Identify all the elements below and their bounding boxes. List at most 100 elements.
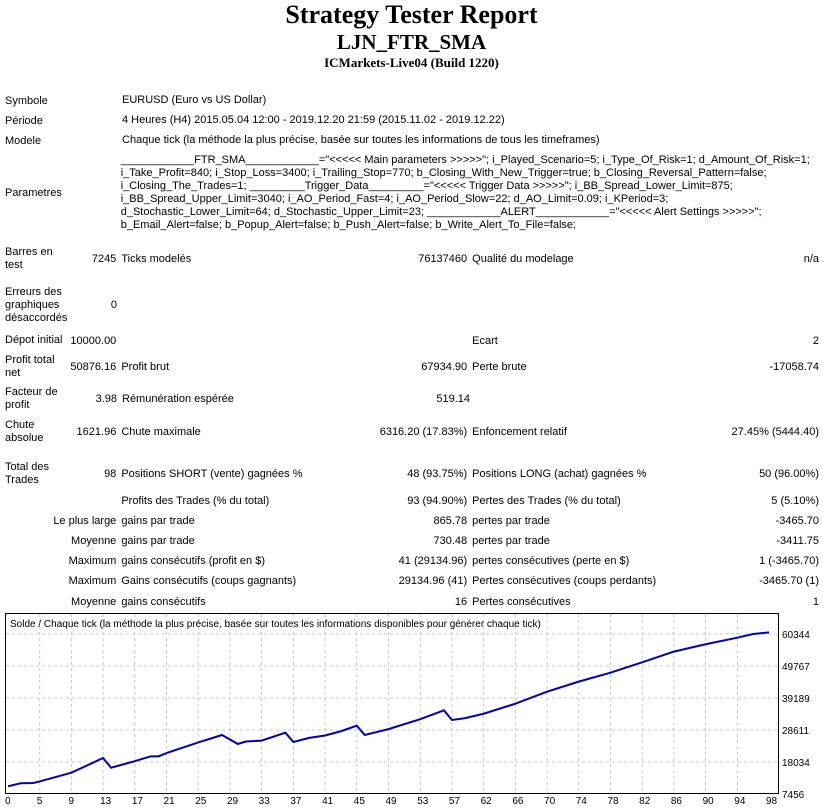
spread-value: 2 (812, 334, 819, 347)
x-tick-label: 86 (671, 796, 683, 807)
x-tick-label: 37 (290, 796, 302, 807)
x-tick-label: 78 (607, 796, 619, 807)
max-consecutive-row: Maximum gains consécutifs (profit en $) 4… (5, 554, 819, 567)
average-row: Moyenne gains par trade 730.48 pertes par… (5, 534, 819, 547)
payoff-value: 519.14 (436, 393, 470, 405)
y-tick-label: 7456 (782, 790, 805, 801)
ticks-label: Ticks modelés (121, 253, 192, 265)
loss-trades-value: 5 (5.10%) (771, 494, 819, 507)
largest-loss-label: pertes par trade (472, 514, 550, 527)
x-tick-label: 17 (132, 796, 144, 807)
period-label: Période (5, 114, 43, 127)
chart-frame (5, 613, 779, 794)
max-dd-label: Chute maximale (121, 426, 201, 438)
max-cons-losses-label: pertes consécutives (perte en $) (472, 554, 630, 567)
avg-loss-label: pertes par trade (472, 534, 550, 547)
x-tick-label: 62 (481, 796, 493, 807)
max-cons-profit-value: 29134.96 (41) (398, 574, 468, 587)
profit-factor-value: 3.98 (95, 393, 117, 405)
x-tick-label: 90 (703, 796, 715, 807)
avg-cons-losses-value: 1 (812, 595, 819, 608)
model-value: Chaque tick (la méthode la plus précise,… (122, 134, 600, 146)
net-profit-label: Profit total net (5, 354, 55, 379)
max-cons-loss-label: Pertes consécutives (coups perdants) (472, 574, 657, 587)
bars-label: Barres en test (5, 246, 53, 271)
loss-trades-label: Pertes des Trades (% du total) (472, 494, 621, 507)
server-name: ICMarkets-Live04 (Build 1220) (324, 55, 499, 70)
x-tick-label: 70 (544, 796, 556, 807)
x-tick-label: 0 (5, 796, 11, 807)
quality-label: Qualité du modelage (472, 253, 574, 265)
x-tick-label: 74 (576, 796, 588, 807)
largest-loss-value: -3465.70 (775, 514, 819, 527)
max-cons-profit-label: Gains consécutifs (coups gagnants) (121, 574, 297, 587)
errors-row: Erreurs des graphiques désaccordés 0 (5, 279, 819, 331)
win-trades-value: 93 (94.90%) (407, 494, 468, 507)
avg-cons-wins-value: 16 (454, 595, 468, 608)
x-tick-label: 21 (164, 796, 176, 807)
max-cons-loss-value: -3465.70 (1) (759, 574, 819, 587)
report-title: Strategy Tester Report (285, 0, 538, 29)
win-loss-row: Profits des Trades (% du total) 93 (94.90… (5, 494, 819, 507)
x-tick-label: 94 (734, 796, 746, 807)
total-trades-value: 98 (104, 468, 117, 480)
symbol-value: EURUSD (Euro vs US Dollar) (122, 94, 267, 106)
largest-win-value: 865.78 (433, 514, 468, 527)
balance-chart: Solde / Chaque tick (la méthode la plus … (5, 613, 810, 807)
long-label: Positions LONG (achat) gagnées % (472, 468, 647, 480)
y-tick-label: 39189 (782, 694, 810, 705)
rel-dd-label: Enfoncement relatif (472, 426, 567, 438)
errors-value: 0 (110, 299, 117, 311)
bars-row: Barres en test 7245 Ticks modelés 76137460… (5, 246, 819, 272)
x-tick-label: 9 (68, 796, 74, 807)
profit-factor-row: Facteur de profit 3.98 Rémunération espér… (5, 386, 819, 412)
gross-profit-label: Profit brut (121, 361, 169, 373)
largest-row: Le plus large gains par trade 865.78 pert… (5, 514, 819, 527)
params-row: Parametres ____________FTR_SMA__________… (5, 153, 819, 233)
drawdown-row: Chute absolue 1621.96 Chute maximale 6316.… (5, 419, 819, 445)
quality-value: n/a (803, 253, 819, 265)
short-label: Positions SHORT (vente) gagnées % (121, 468, 303, 480)
avg-win-label: gains par trade (121, 534, 195, 547)
long-value: 50 (96.00%) (759, 468, 819, 480)
x-tick-label: 13 (100, 796, 112, 807)
y-tick-label: 60344 (782, 630, 810, 641)
average-label: Moyenne (71, 534, 117, 547)
x-tick-label: 41 (322, 796, 334, 807)
average-label-2: Moyenne (71, 595, 117, 608)
x-tick-label: 66 (512, 796, 524, 807)
max-cons-losses-value: 1 (-3465.70) (759, 554, 819, 567)
period-value: 4 Heures (H4) 2015.05.04 12:00 - 2019.12… (122, 114, 505, 126)
balance-line (7, 631, 770, 788)
avg-cons-losses-label: Pertes consécutives (472, 595, 571, 608)
x-tick-label: 25 (195, 796, 207, 807)
period-row: Période 4 Heures (H4) 2015.05.04 12:00 -… (5, 114, 819, 127)
net-profit-row: Profit total net 50876.16 Profit brut 6793… (5, 354, 819, 380)
win-trades-label: Profits des Trades (% du total) (121, 494, 270, 507)
y-tick-label: 49767 (782, 662, 810, 673)
y-tick-label: 28611 (782, 726, 810, 737)
x-tick-label: 57 (449, 796, 461, 807)
net-profit-value: 50876.16 (70, 361, 117, 373)
model-label: Modele (5, 134, 42, 147)
avg-loss-value: -3411.75 (776, 534, 819, 547)
errors-label: Erreurs des graphiques désaccordés (5, 285, 68, 324)
spread-label: Ecart (472, 334, 498, 347)
params-label: Parametres (5, 187, 62, 199)
ea-name: LJN_FTR_SMA (336, 30, 487, 54)
max-dd-value: 6316.20 (17.83%) (379, 426, 468, 438)
x-tick-label: 5 (37, 796, 43, 807)
x-tick-label: 29 (227, 796, 239, 807)
largest-win-label: gains par trade (121, 514, 195, 527)
payoff-label: Rémunération espérée (122, 393, 234, 405)
ticks-value: 76137460 (418, 253, 468, 265)
bars-value: 7245 (91, 253, 117, 265)
max-cons-wins-label: gains consécutifs (profit en $) (121, 554, 265, 567)
short-value: 48 (93.75%) (407, 468, 468, 480)
x-tick-label: 33 (259, 796, 271, 807)
x-tick-label: 45 (354, 796, 366, 807)
x-tick-label: 98 (766, 796, 778, 807)
x-tick-label: 53 (417, 796, 429, 807)
symbol-label: Symbole (5, 94, 48, 107)
rel-dd-value: 27.45% (5444.40) (731, 426, 819, 438)
